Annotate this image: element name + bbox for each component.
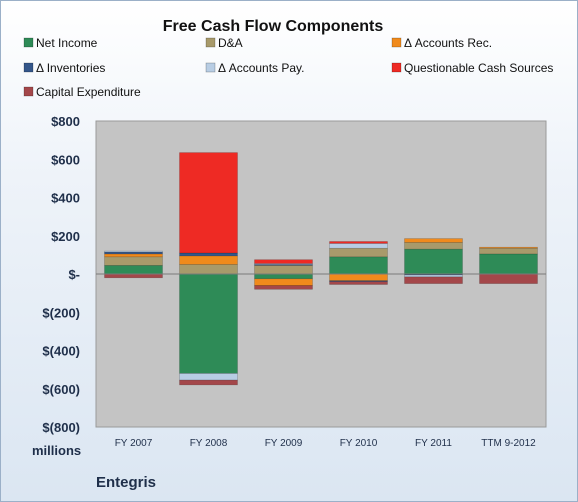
- bar-capital-expenditure-fy-2010: [329, 281, 388, 285]
- bar-capital-expenditure-fy-2009: [254, 285, 313, 290]
- legend-swatch: [391, 62, 402, 73]
- legend-item-accounts-rec: Δ Accounts Rec.: [391, 36, 492, 50]
- x-tick-label: FY 2007: [115, 438, 153, 449]
- bar-net-income-fy-2009: [254, 273, 313, 280]
- legend-item-accounts-pay: Δ Accounts Pay.: [205, 61, 305, 75]
- x-tick-label: FY 2009: [265, 438, 303, 449]
- bar-capital-expenditure-ttm-9-2012: [479, 273, 538, 284]
- legend-swatch: [391, 37, 402, 48]
- company-label: Entegris: [96, 474, 156, 491]
- legend-item-capital-expenditure: Capital Expenditure: [23, 85, 141, 99]
- bar-accounts-rec-fy-2011: [404, 238, 463, 243]
- legend-label: Capital Expenditure: [36, 85, 141, 99]
- bar-accounts-rec-fy-2010: [329, 273, 388, 281]
- bar-accounts-rec-fy-2007: [104, 253, 163, 258]
- legend-label: Net Income: [36, 36, 98, 50]
- bar-d-a-fy-2011: [404, 242, 463, 250]
- legend-item-net-income: Net Income: [23, 36, 98, 50]
- bar-d-a-fy-2007: [104, 256, 163, 266]
- y-tick-label: $400: [51, 191, 80, 206]
- unit-label: millions: [32, 443, 81, 458]
- legend-swatch: [23, 37, 34, 48]
- bar-net-income-fy-2011: [404, 248, 463, 275]
- bar-accounts-rec-ttm-9-2012: [479, 246, 538, 249]
- legend-label: Δ Inventories: [36, 61, 105, 75]
- bar-accounts-rec-fy-2009: [254, 278, 313, 286]
- bar-d-a-fy-2010: [329, 247, 388, 258]
- legend-label: Δ Accounts Pay.: [218, 61, 305, 75]
- bar-inventories-fy-2008: [179, 252, 238, 257]
- legend-item-questionable-cash-sources: Questionable Cash Sources: [391, 61, 553, 75]
- bar-capital-expenditure-fy-2007: [104, 273, 163, 279]
- bar-net-income-ttm-9-2012: [479, 253, 538, 275]
- bar-net-income-fy-2008: [179, 273, 238, 374]
- y-tick-label: $-: [68, 267, 80, 282]
- legend-swatch: [205, 37, 216, 48]
- bar-accounts-pay-fy-2007: [104, 250, 163, 253]
- x-tick-label: TTM 9-2012: [481, 438, 536, 449]
- bar-capital-expenditure-fy-2008: [179, 379, 238, 386]
- bar-capital-expenditure-fy-2011: [404, 276, 463, 284]
- legend-item-inventories: Δ Inventories: [23, 61, 105, 75]
- bar-accounts-pay-fy-2008: [179, 373, 238, 381]
- y-tick-label: $800: [51, 114, 80, 129]
- bar-d-a-ttm-9-2012: [479, 247, 538, 255]
- legend-swatch: [205, 62, 216, 73]
- x-tick-label: FY 2008: [190, 438, 228, 449]
- legend-label: Questionable Cash Sources: [404, 61, 553, 75]
- bar-questionable-cash-sources-fy-2008: [179, 152, 238, 254]
- bar-questionable-cash-sources-fy-2010: [329, 241, 388, 244]
- bar-accounts-rec-fy-2008: [179, 255, 238, 265]
- bar-questionable-cash-sources-fy-2009: [254, 259, 313, 264]
- x-tick-label: FY 2010: [340, 438, 378, 449]
- y-tick-label: $(200): [42, 305, 80, 320]
- legend-swatch: [23, 86, 34, 97]
- y-tick-label: $(400): [42, 344, 80, 359]
- bar-d-a-fy-2008: [179, 264, 238, 275]
- x-tick-label: FY 2011: [415, 438, 452, 449]
- y-tick-label: $200: [51, 229, 80, 244]
- legend-label: D&A: [218, 36, 243, 50]
- chart-title: Free Cash Flow Components: [163, 18, 384, 35]
- bar-net-income-fy-2007: [104, 265, 163, 275]
- legend-label: Δ Accounts Rec.: [404, 36, 492, 50]
- bar-net-income-fy-2010: [329, 256, 388, 275]
- y-tick-label: $600: [51, 152, 80, 167]
- bar-accounts-pay-fy-2010: [329, 243, 388, 249]
- y-tick-label: $(800): [42, 420, 80, 435]
- legend-swatch: [23, 62, 34, 73]
- bar-d-a-fy-2009: [254, 265, 313, 275]
- legend-item-d-a: D&A: [205, 36, 243, 50]
- y-tick-label: $(600): [42, 382, 80, 397]
